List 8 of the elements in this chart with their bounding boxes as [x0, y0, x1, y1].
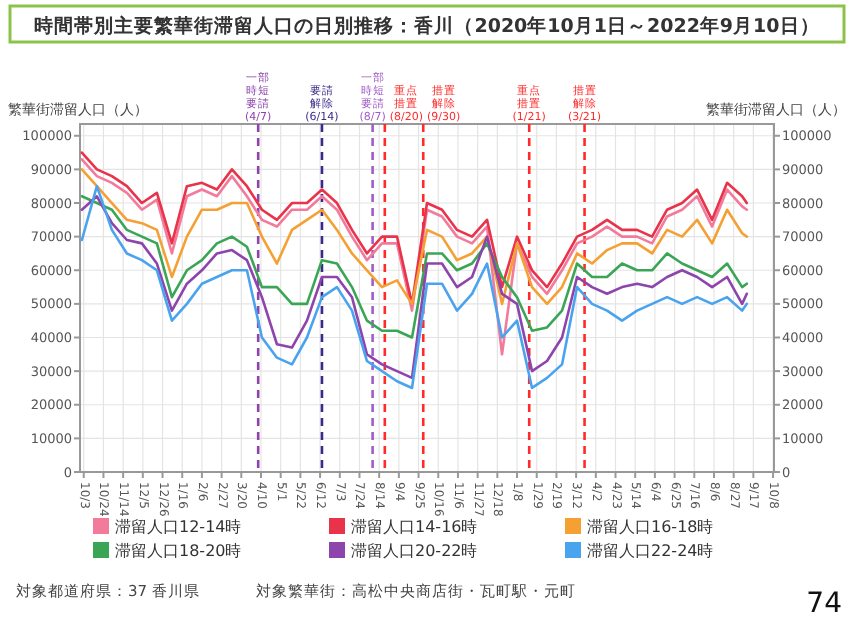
legend-label: 滞留人口22-24時	[587, 542, 714, 560]
legend-label: 滞留人口16-18時	[587, 518, 714, 536]
text: 74	[806, 588, 843, 620]
legend-label: 滞留人口18-20時	[115, 542, 242, 560]
legend-label: 滞留人口12-14時	[115, 518, 242, 536]
legend-label: 滞留人口14-16時	[351, 518, 478, 536]
legend-label: 滞留人口20-22時	[351, 542, 478, 560]
chart-title: 時間帯別主要繁華街滞留人口の日別推移：香川（2020年10月1日～2022年9月10日）	[34, 14, 820, 38]
